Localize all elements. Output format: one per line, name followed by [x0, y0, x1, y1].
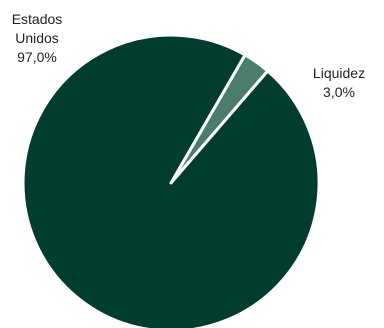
slice-label-estados-unidos-line1: Estados [11, 11, 63, 27]
slice-label-liquidez-line1: Liquidez [312, 65, 366, 81]
slice-label-estados-unidos-line2: Unidos [15, 30, 59, 46]
slice-value-estados-unidos: 97,0% [17, 49, 57, 65]
slice-value-liquidez: 3,0% [323, 84, 355, 100]
pie-slice-estados-unidos [21, 33, 321, 328]
slice-label-estados-unidos: Estados Unidos 97,0% [8, 10, 66, 67]
slice-label-liquidez: Liquidez 3,0% [302, 64, 376, 102]
